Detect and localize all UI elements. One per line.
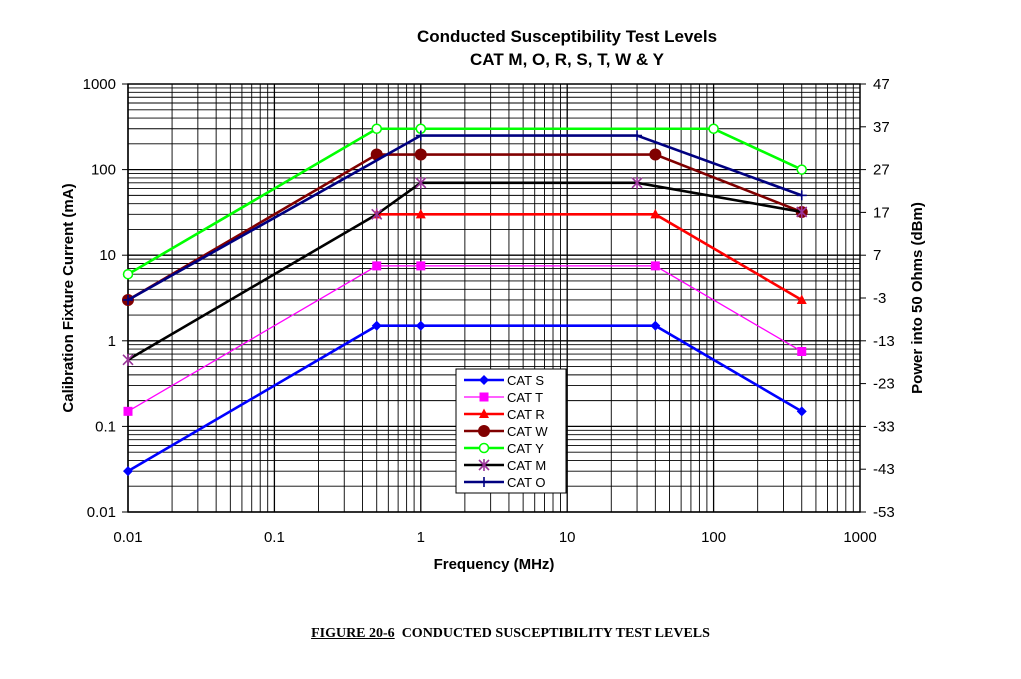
series-line xyxy=(127,134,803,302)
chart-title: Conducted Susceptibility Test Levels xyxy=(417,27,717,46)
x-tick-label: 0.1 xyxy=(264,529,285,546)
x-tick-label: 1000 xyxy=(843,529,876,546)
legend-label: CAT R xyxy=(507,407,545,422)
x-tick-label: 0.01 xyxy=(113,529,142,546)
data-point xyxy=(797,346,807,356)
data-point xyxy=(708,123,719,135)
figure-caption-text: CONDUCTED SUSCEPTIBILITY TEST LEVELS xyxy=(401,626,710,641)
legend-label: CAT Y xyxy=(507,441,544,456)
y2-tick-label: 27 xyxy=(873,162,890,179)
data-point xyxy=(415,130,426,141)
x-tick-label: 10 xyxy=(559,529,576,546)
data-point xyxy=(796,205,808,218)
y-tick-label: 10 xyxy=(99,247,116,264)
y-tick-label: 100 xyxy=(91,162,116,179)
y2-tick-label: 17 xyxy=(873,204,890,221)
legend-label: CAT O xyxy=(507,475,546,490)
y2-tick-label: -33 xyxy=(873,418,895,435)
y-tick-label: 0.1 xyxy=(95,418,116,435)
data-point xyxy=(415,176,427,189)
data-point xyxy=(796,164,807,175)
legend-label: CAT S xyxy=(507,373,544,388)
y-tick-label: 0.01 xyxy=(87,504,116,521)
y2-tick-label: -53 xyxy=(873,504,895,521)
data-point xyxy=(123,294,133,305)
y2-tick-label: 47 xyxy=(873,76,890,93)
data-point xyxy=(122,268,134,280)
series-cat-o xyxy=(123,130,807,305)
data-point xyxy=(650,261,660,271)
x-tick-labels: 0.01 0.1 1 10 100 1000 xyxy=(113,529,876,546)
data-point xyxy=(416,261,426,271)
legend-entry: CAT O xyxy=(464,475,546,490)
chart: Conducted Susceptibility Test Levels CAT… xyxy=(60,27,926,573)
figure-number: FIGURE 20-6 xyxy=(311,626,395,641)
y2-axis-label: Power into 50 Ohms (dBm) xyxy=(909,202,926,394)
figure-caption: FIGURE 20-6 CONDUCTED SUSCEPTIBILITY TES… xyxy=(0,626,1021,642)
data-point xyxy=(415,320,426,331)
data-point xyxy=(478,459,490,471)
y-axis-label: Calibration Fixture Current (mA) xyxy=(60,183,77,412)
legend-entry: CAT S xyxy=(464,373,544,388)
legend-entry: CAT W xyxy=(464,424,548,439)
y2-tick-label: -13 xyxy=(873,333,895,350)
y-tick-label: 1000 xyxy=(83,76,116,93)
y2-tick-label: 37 xyxy=(873,119,890,136)
data-point xyxy=(371,320,382,331)
y-tick-label: 1 xyxy=(108,333,116,350)
legend: CAT S CAT T CAT R CAT W CAT Y CAT M CAT O xyxy=(455,368,567,494)
x-axis-label: Frequency (MHz) xyxy=(434,556,555,573)
data-point xyxy=(415,208,426,219)
data-point xyxy=(478,442,490,454)
data-point xyxy=(650,320,661,331)
y2-tick-labels: -53 -43 -33 -23 -13 -3 7 17 27 37 47 xyxy=(860,76,895,521)
data-point xyxy=(123,406,133,416)
series-lines xyxy=(122,123,808,477)
y2-tick-label: -3 xyxy=(873,290,886,307)
series-cat-s xyxy=(123,320,807,477)
data-point xyxy=(372,261,382,271)
data-point xyxy=(649,148,662,161)
y-tick-labels: 0.01 0.1 1 10 100 1000 xyxy=(83,76,128,521)
series-cat-m xyxy=(122,176,808,366)
data-point xyxy=(796,406,807,417)
data-point xyxy=(796,294,807,304)
chart-subtitle: CAT M, O, R, S, T, W & Y xyxy=(470,50,665,69)
data-point xyxy=(650,208,661,219)
data-point xyxy=(122,353,134,366)
legend-entry: CAT M xyxy=(464,458,546,473)
data-point xyxy=(479,477,489,487)
data-point xyxy=(479,375,489,385)
legend-entry: CAT Y xyxy=(464,441,544,456)
data-point xyxy=(479,408,489,418)
legend-entry: CAT R xyxy=(464,407,545,422)
data-point xyxy=(631,176,643,189)
legend-label: CAT W xyxy=(507,424,548,439)
series-line xyxy=(376,213,803,302)
x-tick-label: 100 xyxy=(701,529,726,546)
y2-tick-label: 7 xyxy=(873,247,881,264)
y2-tick-label: -43 xyxy=(873,461,895,478)
data-point xyxy=(123,466,133,477)
data-point xyxy=(479,392,489,402)
series-cat-y xyxy=(122,123,807,280)
data-point xyxy=(371,123,382,135)
data-point xyxy=(796,190,807,201)
x-tick-label: 1 xyxy=(417,529,425,546)
data-point xyxy=(414,148,427,161)
legend-label: CAT T xyxy=(507,390,543,405)
data-point xyxy=(478,425,490,437)
legend-label: CAT M xyxy=(507,458,546,473)
legend-entry: CAT T xyxy=(464,390,543,405)
series-cat-t xyxy=(123,261,807,416)
data-point xyxy=(371,208,383,221)
data-point xyxy=(632,130,643,141)
y2-tick-label: -23 xyxy=(873,376,895,393)
